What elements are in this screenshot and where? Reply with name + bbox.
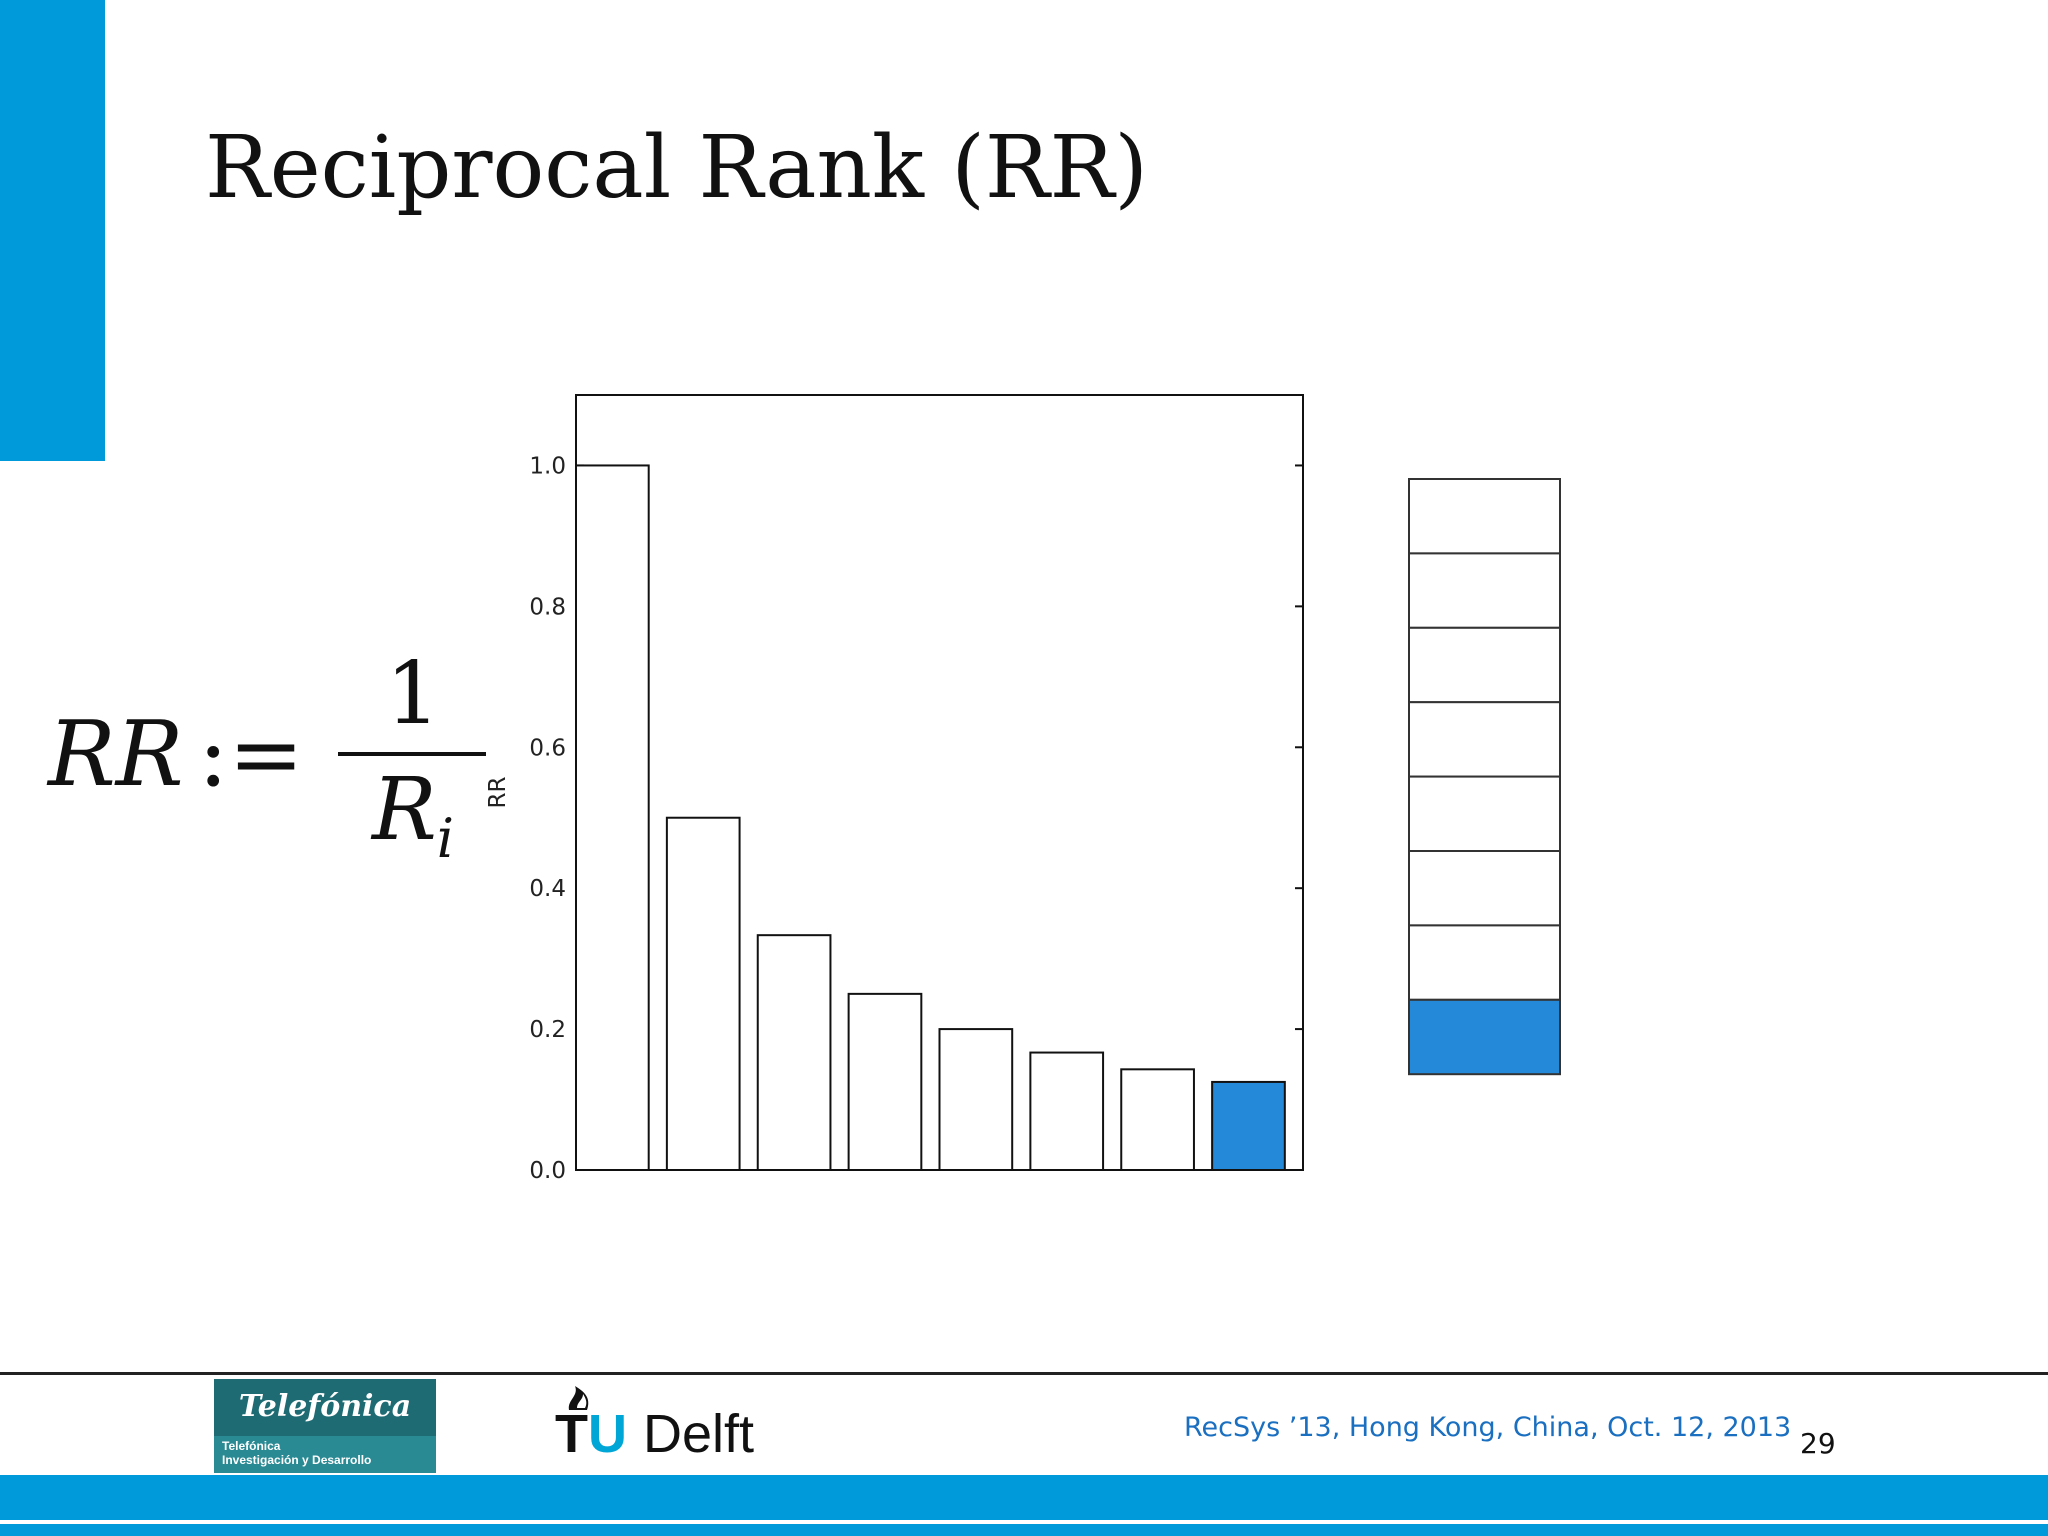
ranking-slot-1 — [1408, 478, 1561, 555]
conference-caption: RecSys ’13, Hong Kong, China, Oct. 12, 2… — [1184, 1412, 1792, 1443]
telefonica-wordmark: Telefónica — [238, 1389, 412, 1424]
flame-icon — [568, 1386, 589, 1410]
y-tick-label: 0.2 — [529, 1017, 566, 1043]
rr-bar-chart: 0.0 0.2 0.4 0.6 0.8 1.0 RR — [485, 394, 1561, 1184]
ranking-slot-7 — [1408, 924, 1561, 1001]
footer-band — [0, 1475, 2048, 1520]
ranking-slot-5 — [1408, 775, 1561, 852]
bar-rank-4 — [847, 992, 923, 1172]
y-tick-label: 0.4 — [529, 876, 566, 902]
formula-denominator-subscript: i — [436, 807, 455, 870]
y-axis-label: RR — [485, 777, 511, 809]
bar-rank-8 — [1211, 1080, 1286, 1171]
telefonica-band — [214, 1436, 436, 1473]
ranking-slot-2 — [1408, 552, 1561, 629]
formula-fraction-line — [338, 752, 486, 756]
telefonica-sub-1: Telefónica — [222, 1439, 281, 1453]
y-tick-label: 1.0 — [529, 453, 566, 479]
bar-rank-7 — [1120, 1068, 1195, 1171]
rr-formula: RR := 1 Ri — [48, 640, 486, 880]
formula-lhs: RR — [48, 702, 184, 807]
y-tick-label: 0.6 — [529, 735, 566, 761]
tudelft-tu: TU — [555, 1404, 627, 1464]
y-tick-label: 0.8 — [529, 594, 566, 620]
formula-denominator-base: R — [371, 760, 437, 860]
slide-title: Reciprocal Rank (RR) — [205, 118, 1148, 218]
footer-stripe — [0, 1524, 2048, 1536]
accent-bar — [0, 0, 105, 461]
bar-rank-6 — [1029, 1051, 1105, 1171]
page-number: 29 — [1800, 1427, 1836, 1460]
ranking-slot-8 — [1408, 998, 1561, 1076]
tudelft-delft: Delft — [643, 1404, 755, 1464]
formula-assign: := — [198, 702, 304, 807]
tudelft-t: T — [555, 1404, 588, 1464]
ranking-slot-3 — [1408, 626, 1561, 704]
bar-rank-2 — [665, 816, 741, 1172]
telefonica-logo: Telefónica Telefónica Investigación y De… — [214, 1379, 436, 1473]
bar-rank-1 — [575, 464, 650, 1172]
formula-denominator: Ri — [338, 760, 488, 889]
ranking-slot-4 — [1408, 701, 1561, 778]
footer-rule — [0, 1372, 2048, 1375]
y-tick-label: 0.0 — [529, 1158, 566, 1184]
ranking-slot-6 — [1408, 850, 1561, 927]
telefonica-sub-2: Investigación y Desarrollo — [222, 1453, 372, 1467]
formula-numerator: 1 — [385, 644, 441, 744]
tudelft-u: U — [588, 1404, 627, 1464]
bar-rank-5 — [938, 1028, 1014, 1172]
tudelft-logo: TU Delft — [555, 1382, 775, 1464]
bar-rank-3 — [756, 934, 832, 1171]
